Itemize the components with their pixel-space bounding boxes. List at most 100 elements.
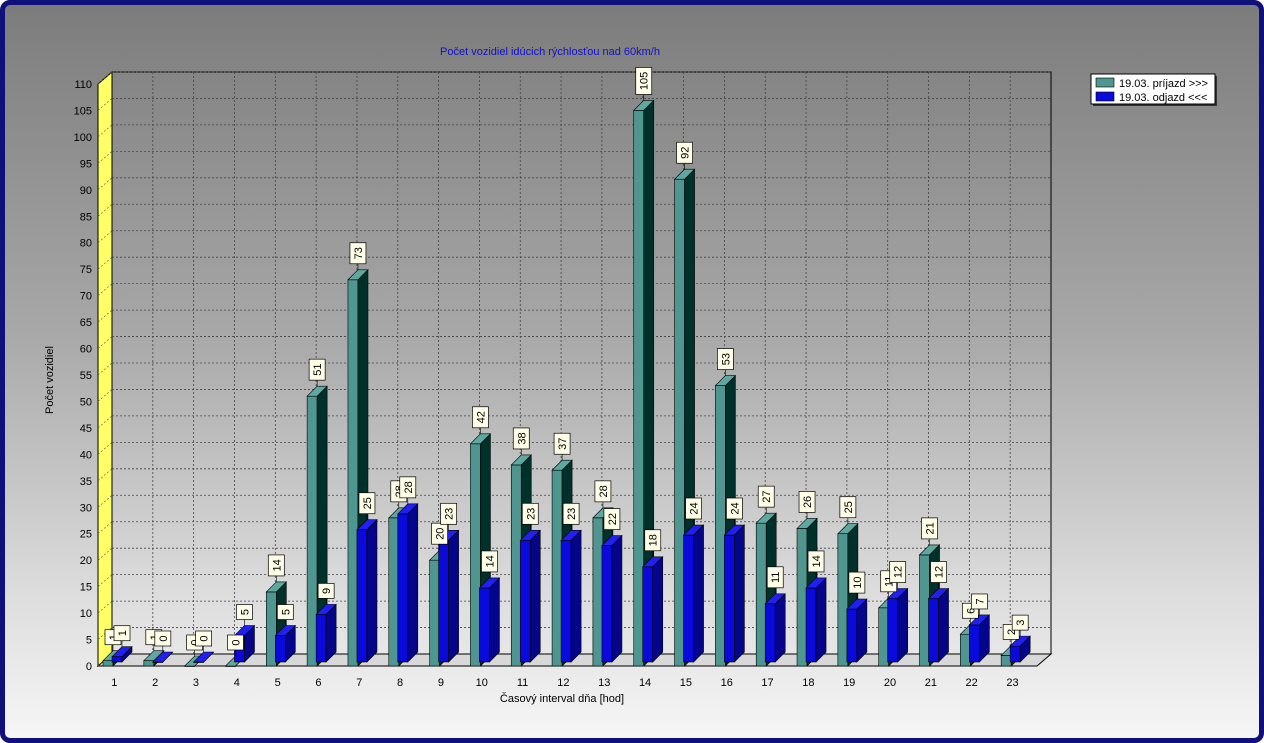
bar-top (347, 269, 369, 281)
y-tick-label: 65 (80, 317, 92, 329)
data-label: 23 (562, 502, 580, 531)
data-label-box (481, 550, 498, 573)
data-label: 25 (358, 492, 376, 520)
data-label: 24 (685, 497, 702, 526)
x-tick-label: 23 (1006, 677, 1018, 689)
bar-front (102, 660, 114, 667)
x-tick-label: 7 (356, 677, 362, 689)
data-label: 14 (807, 550, 825, 578)
y-tick-label: 110 (74, 79, 92, 91)
bar-front (764, 603, 776, 663)
y-tick-label: 15 (80, 582, 92, 594)
data-label-text: 73 (353, 247, 365, 259)
data-label: 25 (839, 496, 857, 524)
data-label: 5 (276, 604, 294, 626)
bar-front (919, 554, 930, 667)
data-label: 9 (317, 583, 335, 605)
y-tick-label: 100 (74, 132, 92, 144)
grid-line-side (97, 230, 113, 243)
data-label: 42 (472, 406, 489, 434)
data-label-box (195, 630, 213, 647)
grid-line-side (97, 495, 113, 508)
x-tick-label: 10 (476, 677, 488, 689)
legend-label: 19.03. príjazd >>> (1119, 78, 1208, 90)
data-label: 11 (766, 566, 784, 594)
data-label-text: 6 (965, 608, 977, 614)
bar-top (633, 100, 655, 111)
y-tick-label: 20 (80, 555, 92, 567)
y-tick-label: 70 (80, 291, 92, 303)
data-label: 28 (399, 476, 417, 504)
bar-front (960, 633, 971, 667)
data-label: 92 (676, 141, 693, 170)
data-label-box (889, 561, 907, 583)
bar-top (682, 524, 705, 536)
bar-top (560, 530, 582, 541)
grid-line-side (97, 283, 113, 296)
bar-front (266, 591, 277, 667)
y-tick-label: 85 (80, 211, 92, 223)
grid-line-side (97, 151, 113, 164)
data-label-text: 12 (934, 566, 946, 578)
data-label-text: 23 (566, 508, 578, 520)
grid-line-side (97, 600, 113, 614)
y-tick-label: 5 (86, 635, 92, 647)
data-label: 18 (644, 529, 662, 557)
bar-front (429, 559, 440, 667)
bar-front (674, 178, 685, 667)
data-label: 0 (195, 630, 213, 652)
bar-top (152, 651, 174, 663)
data-label-text: 3 (1015, 620, 1027, 626)
bar-top (846, 598, 868, 610)
bar-top (837, 523, 859, 535)
data-label: 28 (594, 480, 612, 508)
data-label-text: 14 (271, 559, 283, 571)
data-label: 38 (512, 427, 530, 455)
data-label-text: 0 (230, 639, 242, 645)
bar-front (111, 656, 123, 663)
data-label-box (349, 242, 367, 265)
data-label: 105 (635, 67, 653, 101)
x-tick-label: 8 (397, 677, 403, 689)
bar-front (846, 608, 858, 663)
data-label-text: 24 (689, 502, 701, 514)
bar-side (570, 529, 582, 663)
data-label-text: 105 (639, 72, 651, 90)
bar-side (489, 577, 500, 663)
data-label: 23 (521, 502, 539, 531)
data-label-box (717, 348, 734, 370)
x-tick-label: 9 (438, 677, 444, 689)
data-label-box (807, 550, 825, 573)
bar-front (479, 587, 490, 663)
data-label: 53 (717, 348, 734, 376)
bar-top (192, 651, 215, 663)
data-label-text: 10 (852, 576, 864, 588)
bar-top (478, 577, 501, 589)
bar-front (642, 566, 654, 663)
grid-line-side (97, 256, 113, 270)
bar-front (388, 517, 400, 667)
bar-side (734, 524, 745, 663)
bar-front (356, 529, 368, 663)
data-label-box (970, 593, 988, 610)
grid-line-side (97, 574, 113, 587)
data-label-box (594, 480, 612, 503)
data-label-text: 11 (770, 572, 782, 583)
grid-line-side (97, 415, 113, 429)
bar-front (438, 540, 449, 663)
grid-line-side (97, 177, 113, 191)
bar-front (837, 533, 849, 667)
bar-top (601, 535, 623, 546)
data-label-box (154, 630, 172, 647)
bar-front (928, 598, 939, 663)
y-tick-label: 35 (80, 476, 92, 488)
data-label-text: 37 (557, 438, 569, 450)
data-label-box (227, 634, 244, 651)
bar-front (633, 110, 645, 667)
bar-front (715, 385, 726, 667)
grid-line-side (97, 362, 113, 376)
bar-top (265, 581, 288, 593)
bar-front (347, 279, 359, 667)
data-label-box (308, 358, 326, 381)
